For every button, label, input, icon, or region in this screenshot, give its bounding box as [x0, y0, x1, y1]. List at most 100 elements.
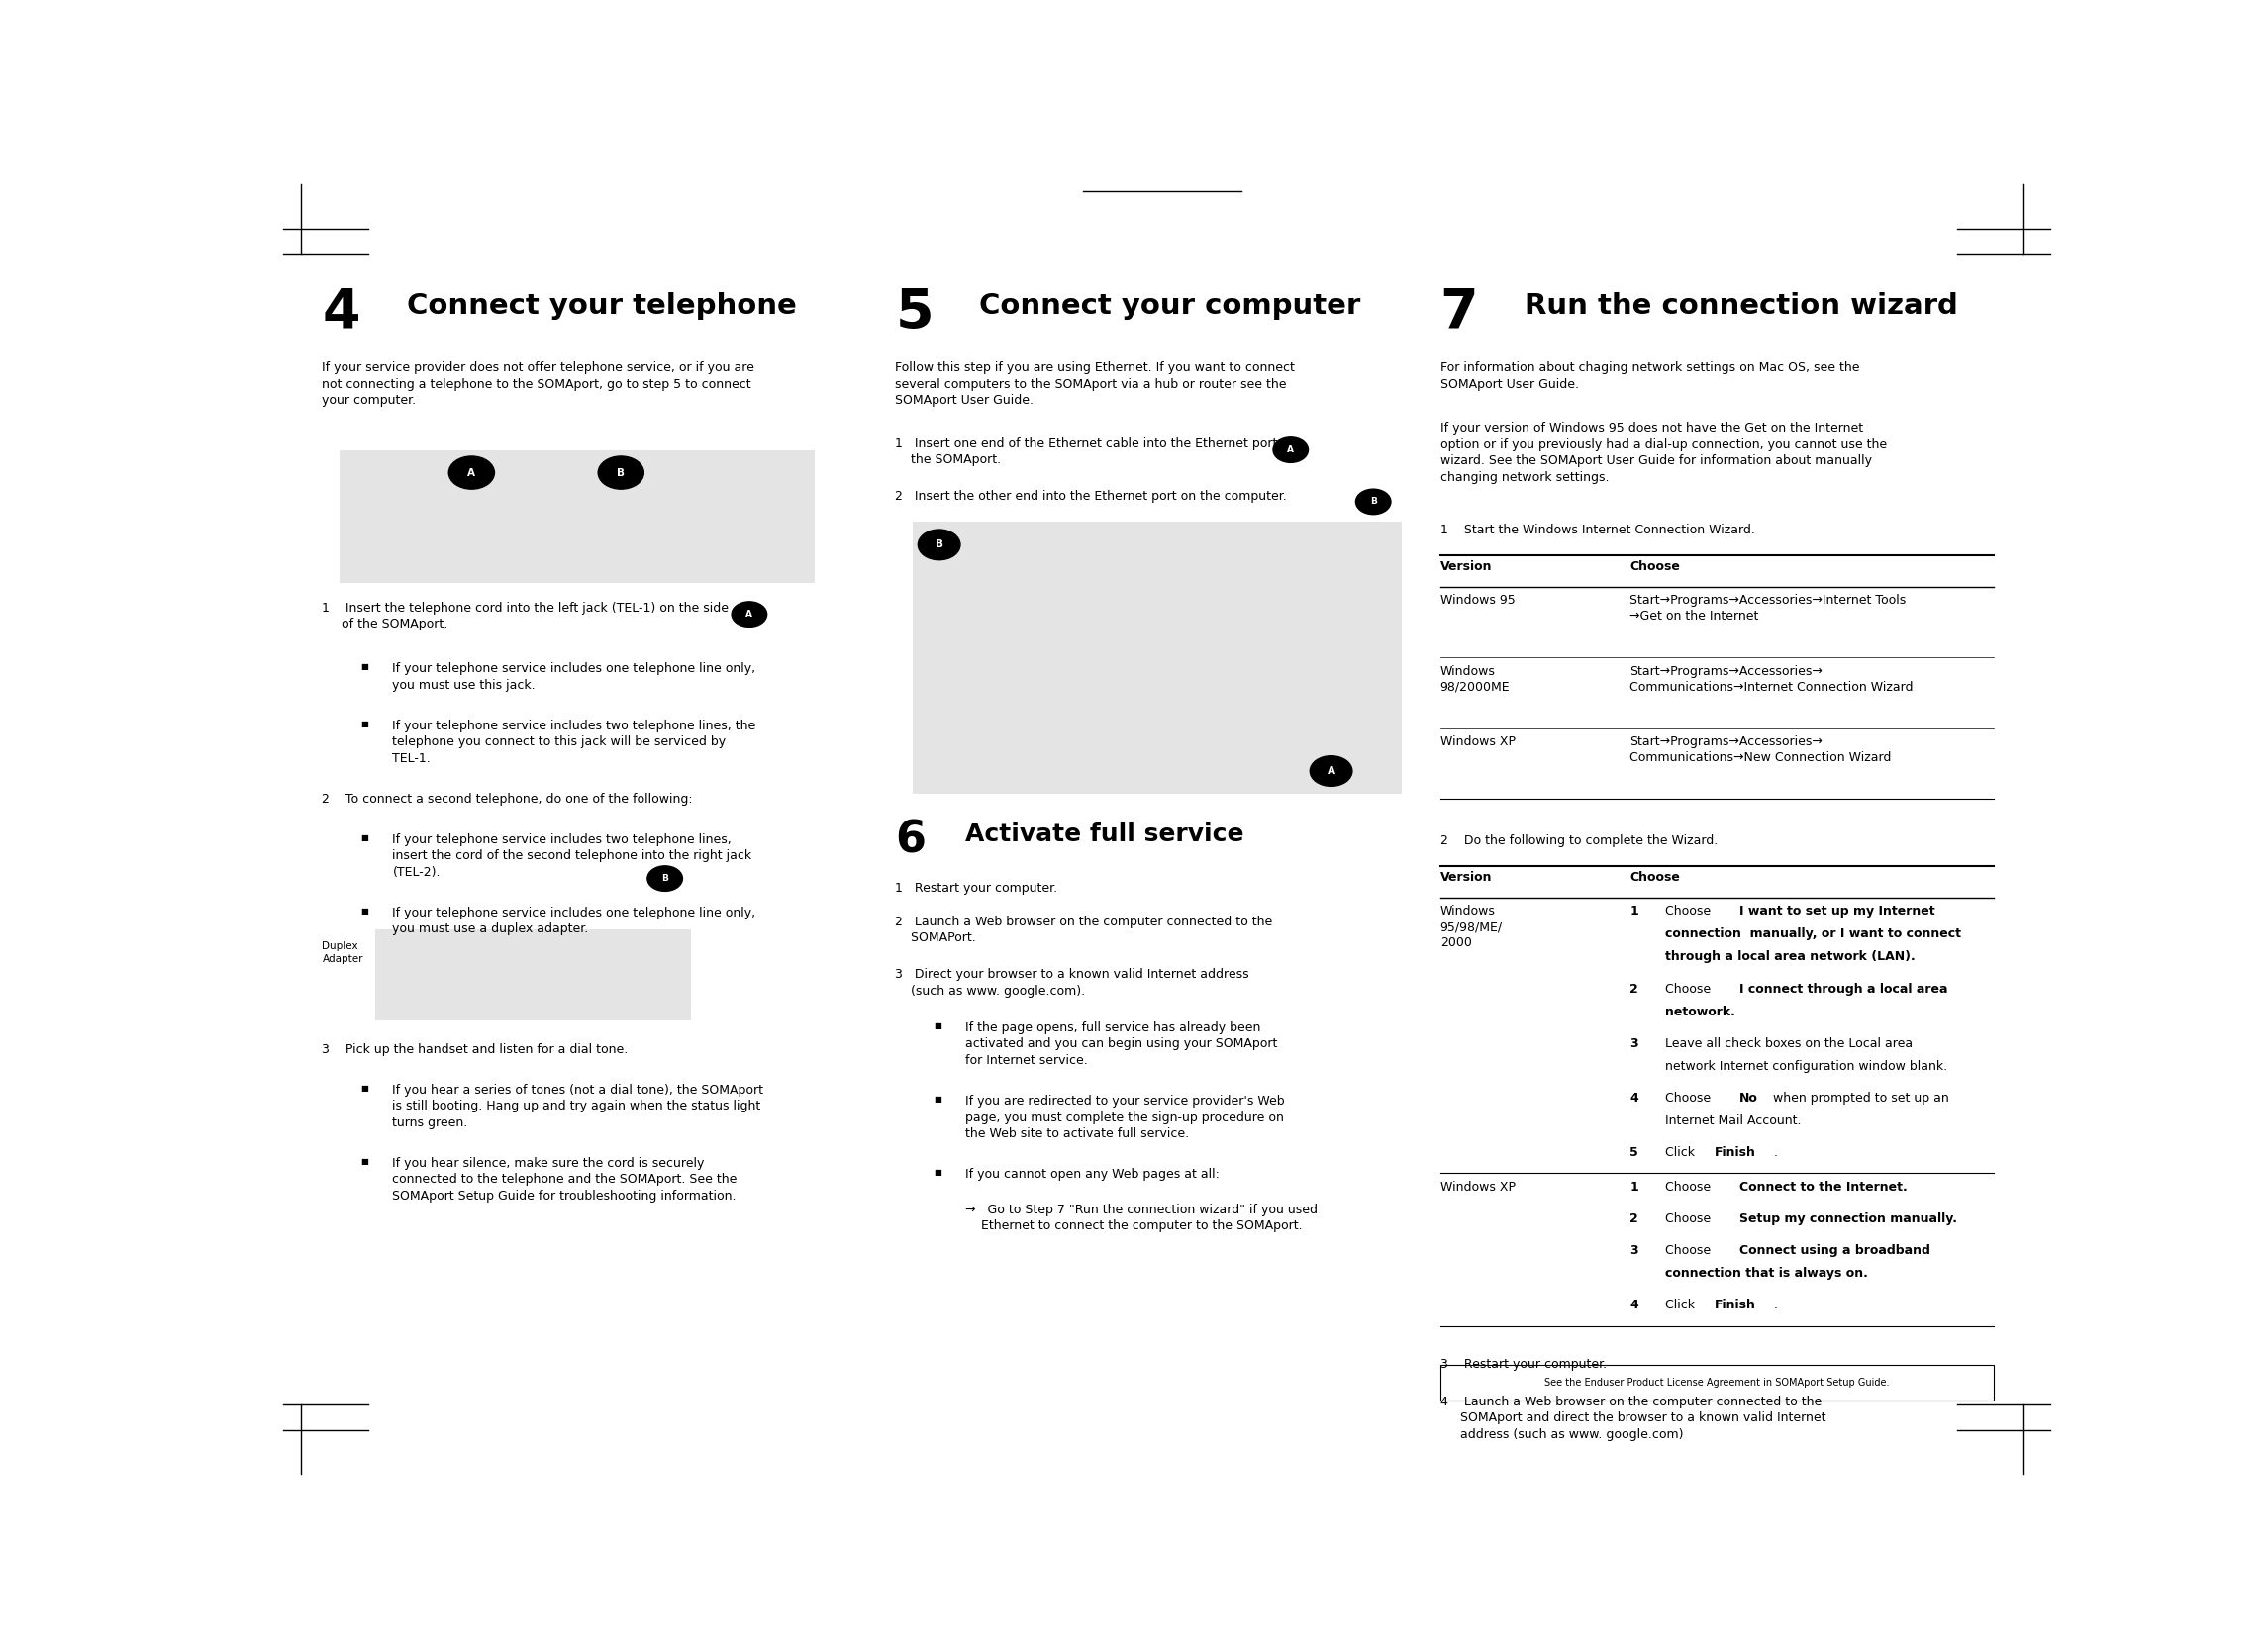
Text: network Internet configuration window blank.: network Internet configuration window bl… — [1665, 1059, 1948, 1072]
Text: No: No — [1740, 1092, 1758, 1105]
Text: If the page opens, full service has already been
activated and you can begin usi: If the page opens, full service has alre… — [966, 1021, 1277, 1067]
Text: 3    Pick up the handset and listen for a dial tone.: 3 Pick up the handset and listen for a d… — [322, 1043, 628, 1056]
Text: 4: 4 — [1631, 1299, 1637, 1312]
Text: See the Enduser Product License Agreement in SOMAport Setup Guide.: See the Enduser Product License Agreemen… — [1545, 1378, 1889, 1387]
Text: B: B — [617, 468, 626, 478]
Text: ■: ■ — [361, 906, 370, 915]
Text: connection  manually, or I want to connect: connection manually, or I want to connec… — [1665, 928, 1962, 941]
Text: ■: ■ — [934, 1167, 941, 1177]
Text: ■: ■ — [361, 1084, 370, 1092]
Circle shape — [449, 456, 494, 489]
Text: A: A — [467, 468, 476, 478]
Text: Setup my connection manually.: Setup my connection manually. — [1740, 1212, 1957, 1225]
Text: 3: 3 — [1631, 1038, 1637, 1049]
Text: Windows XP: Windows XP — [1440, 1181, 1515, 1194]
Text: Internet Mail Account.: Internet Mail Account. — [1665, 1115, 1801, 1128]
Text: 6: 6 — [896, 819, 925, 862]
Text: A: A — [746, 609, 753, 619]
Text: Leave all check boxes on the Local area: Leave all check boxes on the Local area — [1665, 1038, 1912, 1049]
Text: connection that is always on.: connection that is always on. — [1665, 1268, 1869, 1281]
Text: when prompted to set up an: when prompted to set up an — [1769, 1092, 1948, 1105]
Text: Choose: Choose — [1665, 1181, 1715, 1194]
Text: Windows
95/98/ME/
2000: Windows 95/98/ME/ 2000 — [1440, 905, 1504, 949]
Text: netowork.: netowork. — [1665, 1005, 1735, 1018]
Text: Choose: Choose — [1665, 905, 1715, 918]
Text: .: . — [1774, 1146, 1778, 1159]
Text: 2    Do the following to complete the Wizard.: 2 Do the following to complete the Wizar… — [1440, 834, 1717, 847]
Text: 4: 4 — [1631, 1092, 1637, 1105]
Circle shape — [733, 601, 767, 627]
Text: Finish: Finish — [1715, 1146, 1755, 1159]
Text: →   Go to Step 7 "Run the connection wizard" if you used
    Ethernet to connect: → Go to Step 7 "Run the connection wizar… — [966, 1204, 1318, 1233]
Text: Click: Click — [1665, 1299, 1699, 1312]
Text: Choose: Choose — [1631, 870, 1681, 883]
Text: Choose: Choose — [1665, 1092, 1715, 1105]
Text: 1: 1 — [1631, 1181, 1637, 1194]
Text: If your service provider does not offer telephone service, or if you are
not con: If your service provider does not offer … — [322, 361, 755, 407]
Text: Choose: Choose — [1665, 982, 1715, 995]
Text: ■: ■ — [934, 1021, 941, 1030]
Text: If your telephone service includes one telephone line only,
you must use this ja: If your telephone service includes one t… — [392, 662, 755, 691]
Text: 2   Launch a Web browser on the computer connected to the
    SOMAPort.: 2 Launch a Web browser on the computer c… — [896, 915, 1272, 944]
Text: If your telephone service includes two telephone lines, the
telephone you connec: If your telephone service includes two t… — [392, 719, 755, 765]
Text: 1: 1 — [1631, 905, 1637, 918]
Text: Connect your telephone: Connect your telephone — [406, 292, 796, 320]
Text: B: B — [662, 874, 669, 883]
Text: ■: ■ — [361, 1156, 370, 1166]
Text: 7: 7 — [1440, 286, 1479, 338]
Text: Windows 95: Windows 95 — [1440, 594, 1515, 608]
Text: ■: ■ — [361, 662, 370, 672]
Circle shape — [1272, 437, 1309, 463]
Text: Choose: Choose — [1665, 1212, 1715, 1225]
Text: I connect through a local area: I connect through a local area — [1740, 982, 1948, 995]
Text: Duplex
Adapter: Duplex Adapter — [322, 943, 363, 964]
Text: Activate full service: Activate full service — [966, 823, 1245, 847]
Text: Follow this step if you are using Ethernet. If you want to connect
several compu: Follow this step if you are using Ethern… — [896, 361, 1295, 407]
Text: For information about chaging network settings on Mac OS, see the
SOMAport User : For information about chaging network se… — [1440, 361, 1860, 391]
Circle shape — [919, 530, 959, 560]
Text: 5: 5 — [1631, 1146, 1637, 1159]
Text: 2: 2 — [1631, 982, 1637, 995]
Text: Version: Version — [1440, 560, 1492, 573]
Text: 1   Insert one end of the Ethernet cable into the Ethernet port on
    the SOMAp: 1 Insert one end of the Ethernet cable i… — [896, 437, 1297, 466]
Circle shape — [1311, 755, 1352, 787]
Text: If you are redirected to your service provider's Web
page, you must complete the: If you are redirected to your service pr… — [966, 1095, 1286, 1140]
Text: If you hear a series of tones (not a dial tone), the SOMAport
is still booting. : If you hear a series of tones (not a dia… — [392, 1084, 764, 1128]
Text: 3   Direct your browser to a known valid Internet address
    (such as www. goog: 3 Direct your browser to a known valid I… — [896, 969, 1250, 997]
Text: A: A — [1327, 767, 1336, 777]
Text: Connect to the Internet.: Connect to the Internet. — [1740, 1181, 1907, 1194]
Text: B: B — [1370, 498, 1377, 506]
Text: Choose: Choose — [1665, 1245, 1715, 1258]
Text: ■: ■ — [361, 719, 370, 727]
Text: Start→Programs→Accessories→
Communications→Internet Connection Wizard: Start→Programs→Accessories→ Communicatio… — [1631, 665, 1914, 693]
Bar — [912, 522, 1402, 793]
Text: 1    Insert the telephone cord into the left jack (TEL-1) on the side
     of th: 1 Insert the telephone cord into the lef… — [322, 601, 728, 631]
Text: Windows XP: Windows XP — [1440, 736, 1515, 749]
Text: Connect your computer: Connect your computer — [980, 292, 1361, 320]
Text: Run the connection wizard: Run the connection wizard — [1524, 292, 1957, 320]
Text: Finish: Finish — [1715, 1299, 1755, 1312]
Text: Start→Programs→Accessories→Internet Tools
→Get on the Internet: Start→Programs→Accessories→Internet Tool… — [1631, 594, 1907, 622]
Text: I want to set up my Internet: I want to set up my Internet — [1740, 905, 1935, 918]
Circle shape — [646, 865, 683, 892]
Text: Choose: Choose — [1631, 560, 1681, 573]
Text: Start→Programs→Accessories→
Communications→New Connection Wizard: Start→Programs→Accessories→ Communicatio… — [1631, 736, 1892, 765]
Bar — [1440, 1365, 1994, 1401]
Text: Version: Version — [1440, 870, 1492, 883]
Text: Connect using a broadband: Connect using a broadband — [1740, 1245, 1930, 1258]
Text: If your version of Windows 95 does not have the Get on the Internet
option or if: If your version of Windows 95 does not h… — [1440, 422, 1887, 484]
Text: A: A — [1288, 445, 1295, 455]
Text: If you hear silence, make sure the cord is securely
connected to the telephone a: If you hear silence, make sure the cord … — [392, 1156, 737, 1202]
Text: ■: ■ — [361, 832, 370, 842]
Text: 4: 4 — [322, 286, 361, 338]
Text: 1   Restart your computer.: 1 Restart your computer. — [896, 882, 1057, 895]
Text: If your telephone service includes two telephone lines,
insert the cord of the s: If your telephone service includes two t… — [392, 832, 753, 878]
Text: through a local area network (LAN).: through a local area network (LAN). — [1665, 951, 1914, 964]
Text: 4    Launch a Web browser on the computer connected to the
     SOMAport and dir: 4 Launch a Web browser on the computer c… — [1440, 1396, 1826, 1442]
Text: B: B — [934, 540, 943, 550]
Text: 3: 3 — [1631, 1245, 1637, 1258]
Bar — [374, 929, 692, 1020]
Bar — [340, 450, 814, 583]
Text: If you cannot open any Web pages at all:: If you cannot open any Web pages at all: — [966, 1167, 1220, 1181]
Text: 2    To connect a second telephone, do one of the following:: 2 To connect a second telephone, do one … — [322, 793, 694, 806]
